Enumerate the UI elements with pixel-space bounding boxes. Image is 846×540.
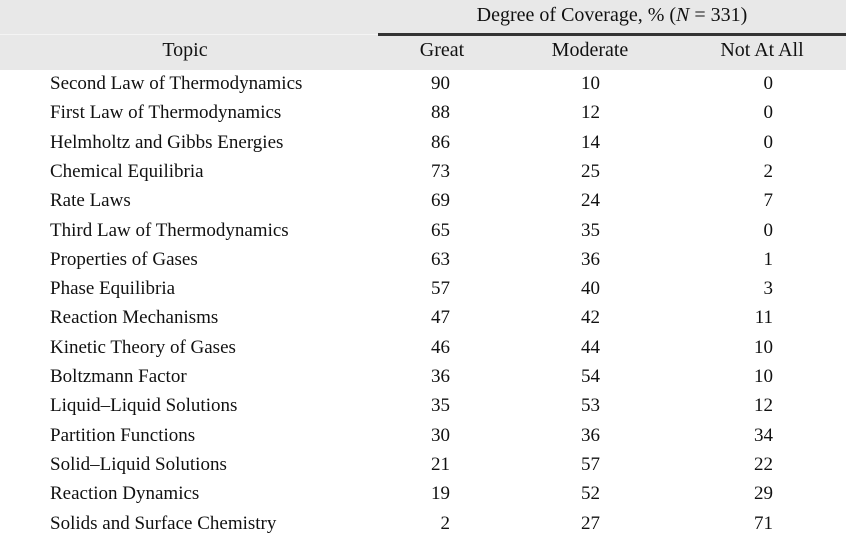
header-divider: [0, 34, 378, 35]
table-row: Helmholtz and Gibbs Energies 86 14 0: [0, 130, 846, 159]
cell-great: 2: [440, 512, 451, 534]
cell-topic: Second Law of Thermodynamics: [50, 73, 303, 94]
cell-topic: Solids and Surface Chemistry: [50, 512, 277, 534]
cell-not-at-all: 34: [754, 424, 773, 446]
group-header-var: N: [676, 4, 690, 26]
cell-not-at-all: 11: [754, 307, 773, 329]
cell-topic: Properties of Gases: [50, 248, 198, 270]
cell-topic: Chemical Equilibria: [50, 160, 204, 182]
column-header-moderate: Moderate: [551, 39, 629, 61]
cell-topic: Liquid–Liquid Solutions: [50, 395, 238, 417]
cell-not-at-all: 0: [763, 73, 774, 94]
cell-great: 69: [431, 190, 450, 212]
cell-moderate: 10: [581, 73, 600, 94]
column-header-not-at-all: Not At All: [720, 39, 804, 61]
cell-great: 30: [431, 424, 450, 446]
table-row: Liquid–Liquid Solutions 35 53 12: [0, 393, 846, 422]
table-row: Rate Laws 69 24 7: [0, 188, 846, 217]
table-row: Properties of Gases 63 36 1: [0, 247, 846, 276]
cell-great: 63: [431, 248, 450, 270]
cell-great: 73: [431, 160, 450, 182]
cell-topic: First Law of Thermodynamics: [50, 102, 282, 124]
cell-topic: Reaction Mechanisms: [50, 307, 219, 329]
cell-not-at-all: 29: [754, 483, 773, 505]
cell-moderate: 27: [581, 512, 600, 534]
cell-moderate: 12: [581, 102, 600, 124]
cell-moderate: 25: [581, 160, 600, 182]
table-row: Second Law of Thermodynamics 90 10 0: [0, 71, 846, 100]
cell-great: 35: [431, 395, 450, 417]
cell-moderate: 24: [581, 190, 600, 212]
cell-moderate: 54: [581, 366, 600, 387]
table-row: Reaction Dynamics 19 52 29: [0, 481, 846, 510]
cell-moderate: 35: [581, 219, 600, 241]
cell-moderate: 42: [581, 307, 600, 329]
cell-topic: Solid–Liquid Solutions: [50, 453, 227, 475]
cell-topic: Rate Laws: [50, 190, 131, 212]
cell-topic: Phase Equilibria: [50, 278, 176, 300]
column-header-topic: Topic: [162, 39, 208, 61]
table-row: Solids and Surface Chemistry 2 27 71: [0, 511, 846, 540]
cell-great: 86: [431, 131, 450, 153]
cell-not-at-all: 10: [754, 366, 773, 387]
group-header-rule: [378, 33, 846, 36]
cell-topic: Kinetic Theory of Gases: [50, 336, 236, 358]
cell-great: 19: [431, 483, 450, 505]
cell-great: 46: [431, 336, 450, 358]
cell-moderate: 36: [581, 248, 600, 270]
table-row: Phase Equilibria 57 40 3: [0, 276, 846, 305]
cell-topic: Boltzmann Factor: [50, 366, 187, 387]
cell-moderate: 40: [581, 278, 600, 300]
cell-not-at-all: 0: [763, 131, 774, 153]
cell-great: 90: [431, 73, 450, 94]
cell-great: 88: [431, 102, 450, 124]
group-header-coverage: Degree of Coverage, % (N = 331): [378, 4, 846, 27]
cell-topic: Third Law of Thermodynamics: [50, 219, 289, 241]
cell-not-at-all: 0: [763, 102, 774, 124]
cell-moderate: 14: [581, 131, 600, 153]
cell-great: 47: [431, 307, 450, 329]
cell-topic: Partition Functions: [50, 424, 196, 446]
cell-topic: Helmholtz and Gibbs Energies: [50, 131, 284, 153]
cell-not-at-all: 2: [763, 160, 774, 182]
cell-moderate: 57: [581, 453, 600, 475]
cell-topic: Reaction Dynamics: [50, 483, 200, 505]
column-header-great: Great: [419, 39, 465, 61]
table-row: First Law of Thermodynamics 88 12 0: [0, 100, 846, 129]
cell-not-at-all: 0: [763, 219, 774, 241]
cell-moderate: 52: [581, 483, 600, 505]
cell-moderate: 36: [581, 424, 600, 446]
table-row: Boltzmann Factor 36 54 10: [0, 364, 846, 393]
table-row: Solid–Liquid Solutions 21 57 22: [0, 452, 846, 481]
cell-not-at-all: 3: [763, 278, 774, 300]
cell-not-at-all: 7: [763, 190, 774, 212]
cell-moderate: 53: [581, 395, 600, 417]
cell-great: 36: [431, 366, 450, 387]
group-header-suffix: = 331): [689, 4, 748, 26]
cell-not-at-all: 71: [754, 512, 773, 534]
table-row: Third Law of Thermodynamics 65 35 0: [0, 218, 846, 247]
table-row: Chemical Equilibria 73 25 2: [0, 159, 846, 188]
cell-great: 57: [431, 278, 450, 300]
cell-not-at-all: 12: [754, 395, 773, 417]
cell-not-at-all: 10: [754, 336, 773, 358]
table-row: Partition Functions 30 36 34: [0, 423, 846, 452]
table-row: Kinetic Theory of Gases 46 44 10: [0, 335, 846, 364]
group-header-prefix: Degree of Coverage, % (: [476, 4, 677, 26]
cell-moderate: 44: [581, 336, 600, 358]
table-row: Reaction Mechanisms 47 42 11: [0, 305, 846, 334]
cell-great: 65: [431, 219, 450, 241]
cell-not-at-all: 22: [754, 453, 773, 475]
cell-not-at-all: 1: [763, 248, 774, 270]
cell-great: 21: [431, 453, 450, 475]
